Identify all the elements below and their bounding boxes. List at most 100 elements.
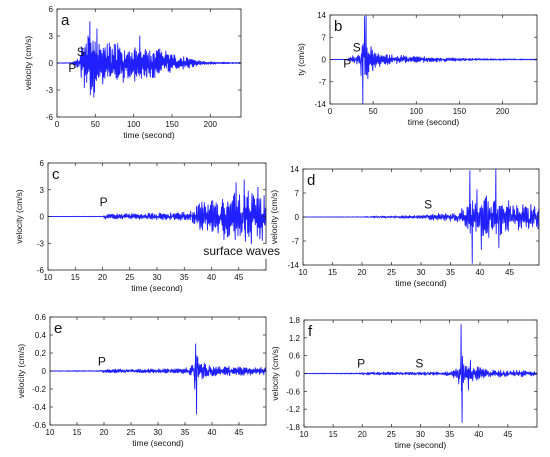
phase-label-p: P bbox=[357, 357, 365, 371]
x-axis-title: time (second) bbox=[123, 130, 175, 140]
y-tick-label: -3 bbox=[46, 86, 54, 95]
panel-letter: f bbox=[308, 323, 313, 340]
x-tick-label: 30 bbox=[417, 268, 426, 277]
panel-e: 10 15 20 25 30 35 40 45 -0.6 -0.4 -0.2 0 0.2 0.4 0.6 ti… bbox=[16, 313, 267, 448]
x-tick-label: 0 bbox=[328, 107, 333, 116]
y-tick-label: 3 bbox=[40, 186, 45, 195]
y-tick-label: 7 bbox=[322, 33, 327, 42]
x-axis-title: time (second) bbox=[395, 278, 447, 288]
y-tick-label: 0 bbox=[42, 367, 47, 376]
x-tick-label: 20 bbox=[98, 273, 107, 282]
y-tick-label: 0.6 bbox=[35, 313, 47, 322]
x-tick-label: 0 bbox=[55, 120, 60, 129]
velocity-trace bbox=[303, 324, 538, 423]
y-tick-label: 14 bbox=[290, 165, 299, 174]
phase-label-s: S bbox=[424, 197, 432, 211]
phase-label-p: P bbox=[98, 355, 106, 369]
x-tick-label: 20 bbox=[358, 430, 367, 439]
x-tick-label: 35 bbox=[445, 430, 454, 439]
x-tick-label: 45 bbox=[505, 268, 514, 277]
phase-label-s: S bbox=[77, 45, 85, 59]
x-axis-title: time (second) bbox=[395, 440, 447, 450]
panel-b: 0 50 100 150 200 -14 -7 0 7 14 time (second) ty (cm… bbox=[296, 11, 538, 127]
y-axis-title: ty (cm/s) bbox=[296, 43, 306, 76]
phase-label-s: S bbox=[415, 357, 423, 371]
y-tick-label: 6 bbox=[40, 159, 45, 168]
y-tick-label: 0 bbox=[295, 213, 300, 222]
y-axis-title: velocity (cm/s) bbox=[14, 189, 24, 243]
x-tick-label: 50 bbox=[91, 120, 100, 129]
x-tick-label: 40 bbox=[476, 268, 485, 277]
panel-d: 10 15 20 25 30 35 40 45 -14 -7 0 7 14 time (second) ve… bbox=[269, 165, 540, 288]
y-tick-label: -1.2 bbox=[286, 405, 300, 414]
y-axis-title: velocity (cm/s) bbox=[269, 190, 279, 244]
annotation-background bbox=[200, 243, 289, 259]
x-tick-label: 15 bbox=[328, 268, 337, 277]
x-tick-label: 35 bbox=[180, 273, 189, 282]
x-tick-label: 150 bbox=[165, 120, 179, 129]
x-tick-label: 200 bbox=[496, 107, 510, 116]
y-tick-label: -14 bbox=[287, 261, 299, 270]
y-tick-label: 0.4 bbox=[35, 331, 47, 340]
y-tick-label: -7 bbox=[319, 78, 327, 87]
x-tick-label: 45 bbox=[235, 428, 244, 437]
x-tick-label: 20 bbox=[100, 428, 109, 437]
y-tick-label: 3 bbox=[49, 32, 54, 41]
velocity-trace bbox=[56, 21, 242, 98]
panel-letter: b bbox=[334, 18, 342, 35]
panel-letter: c bbox=[52, 166, 60, 183]
y-axis-title: velocity (cm/s) bbox=[270, 346, 280, 400]
y-tick-label: -1.8 bbox=[286, 423, 300, 432]
x-tick-label: 25 bbox=[125, 273, 134, 282]
y-axis-title: velocity (cm/s) bbox=[23, 36, 33, 90]
x-tick-label: 35 bbox=[181, 428, 190, 437]
velocity-trace bbox=[47, 179, 267, 251]
y-tick-label: 0 bbox=[296, 370, 301, 379]
x-tick-label: 20 bbox=[358, 268, 367, 277]
x-tick-label: 35 bbox=[446, 268, 455, 277]
y-tick-label: 0 bbox=[40, 213, 45, 222]
velocity-trace bbox=[49, 343, 267, 415]
x-tick-label: 25 bbox=[127, 428, 136, 437]
phase-label-p: P bbox=[343, 56, 351, 70]
x-tick-label: 100 bbox=[410, 107, 424, 116]
x-tick-label: 30 bbox=[153, 273, 162, 282]
panel-letter: e bbox=[54, 320, 62, 337]
x-tick-label: 15 bbox=[329, 430, 338, 439]
y-tick-label: -14 bbox=[314, 100, 326, 109]
x-tick-label: 10 bbox=[300, 430, 309, 439]
y-tick-label: 0 bbox=[322, 56, 327, 65]
y-tick-label: -0.6 bbox=[286, 387, 300, 396]
y-tick-label: 7 bbox=[295, 189, 300, 198]
panel-letter: d bbox=[307, 172, 315, 189]
x-tick-label: 10 bbox=[299, 268, 308, 277]
x-tick-label: 40 bbox=[474, 430, 483, 439]
x-tick-label: 100 bbox=[127, 120, 141, 129]
panel-c: 10 15 20 25 30 35 40 45 -6 -3 0 3 6 time (second) velo… bbox=[14, 159, 289, 293]
x-tick-label: 200 bbox=[204, 120, 218, 129]
y-tick-label: -0.4 bbox=[32, 403, 46, 412]
phase-label-s: S bbox=[353, 41, 361, 55]
panel-letter: a bbox=[61, 12, 70, 29]
y-tick-label: -0.2 bbox=[32, 385, 46, 394]
y-tick-label: -6 bbox=[37, 266, 45, 275]
x-tick-label: 50 bbox=[369, 107, 378, 116]
phase-label-p: P bbox=[100, 195, 108, 209]
y-tick-label: 14 bbox=[317, 11, 326, 20]
x-tick-label: 15 bbox=[73, 428, 82, 437]
surface-waves-label: surface waves bbox=[203, 244, 280, 258]
x-tick-label: 25 bbox=[387, 430, 396, 439]
x-tick-label: 30 bbox=[416, 430, 425, 439]
velocity-trace bbox=[302, 168, 540, 264]
y-tick-label: -6 bbox=[46, 113, 54, 122]
y-tick-label: -7 bbox=[292, 237, 300, 246]
y-tick-label: 6 bbox=[49, 5, 54, 14]
panel-a: 0 50 100 150 200 -6 -3 0 3 6 time (second) velocity… bbox=[23, 5, 242, 140]
x-tick-label: 45 bbox=[503, 430, 512, 439]
phase-label-p: P bbox=[68, 61, 76, 75]
y-tick-label: 0 bbox=[49, 59, 54, 68]
y-tick-label: -3 bbox=[37, 239, 45, 248]
panel-f: 10 15 20 25 30 35 40 45 -1.8 -1.2 -0.6 0 0.6 1.2 1.8 ti… bbox=[270, 316, 538, 450]
y-tick-label: -0.6 bbox=[32, 421, 46, 430]
velocity-trace bbox=[329, 15, 538, 105]
